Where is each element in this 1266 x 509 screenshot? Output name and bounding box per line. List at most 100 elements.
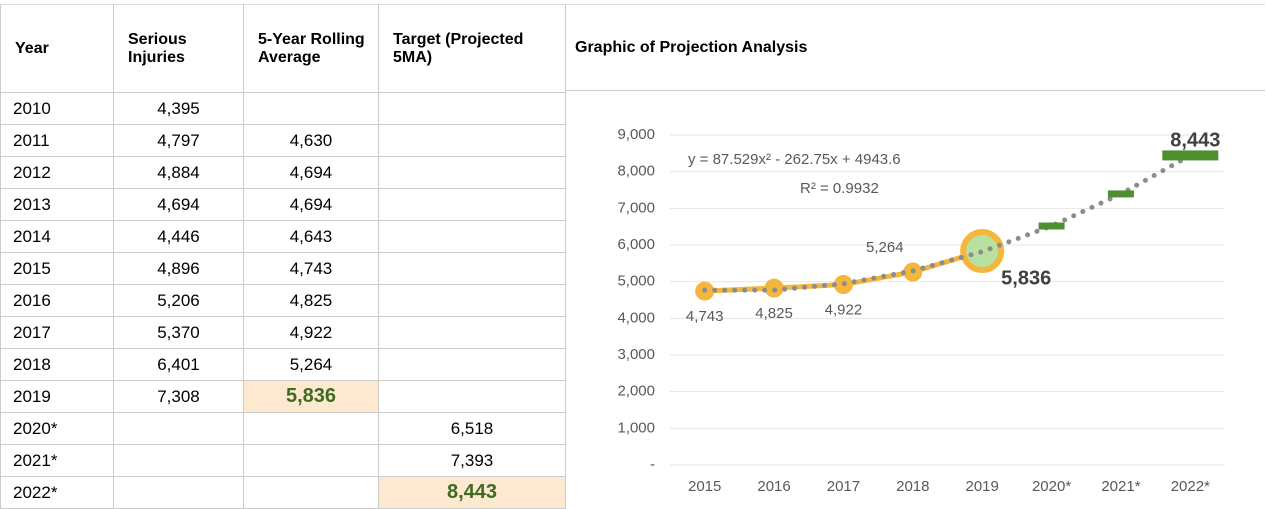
table-row: 2014 4,446 4,643	[0, 220, 566, 253]
y-tick-label: 2,000	[617, 383, 655, 400]
x-tick-label: 2018	[896, 478, 929, 495]
data-label: 5,836	[1001, 267, 1051, 289]
table-cell: 2016	[0, 284, 114, 317]
table-cell: 2012	[0, 156, 114, 189]
table-cell: 4,896	[113, 252, 244, 285]
data-label: 4,743	[686, 308, 724, 325]
table-cell	[113, 444, 244, 477]
y-tick-label: 3,000	[617, 346, 655, 363]
table-row: 2022* 8,443	[0, 476, 566, 509]
chart: - 1,000 2,000 3,000 4,000 5,000 6,000 7,000 8,00…	[617, 126, 1225, 495]
column-header: Year	[0, 4, 114, 93]
table-row: 2013 4,694 4,694	[0, 188, 566, 221]
table-cell	[243, 476, 379, 509]
target-marker	[1107, 190, 1134, 198]
table-cell	[378, 348, 566, 381]
table-cell: 2020*	[0, 412, 114, 445]
x-tick-label: 2020*	[1032, 478, 1071, 495]
table-cell: 4,694	[243, 188, 379, 221]
target-marker	[1162, 150, 1219, 161]
column-header: Serious Injuries	[113, 4, 244, 93]
y-tick-label: 5,000	[617, 273, 655, 290]
table-cell: 5,264	[243, 348, 379, 381]
table-cell: 6,401	[113, 348, 244, 381]
data-label: 8,443	[1170, 130, 1220, 152]
x-tick-label: 2015	[688, 478, 721, 495]
table-row: 2020* 6,518	[0, 412, 566, 445]
table-cell: 5,836	[243, 380, 379, 413]
equation: y = 87.529x² - 262.75x + 4943.6	[688, 151, 901, 168]
table-cell	[378, 316, 566, 349]
x-tick-label: 2016	[757, 478, 790, 495]
x-tick-label: 2019	[966, 478, 999, 495]
data-label: 4,825	[755, 305, 793, 322]
table-cell: 5,370	[113, 316, 244, 349]
table-row: 2021* 7,393	[0, 444, 566, 477]
y-tick-label: 1,000	[617, 419, 655, 436]
data-table: Year Serious Injuries 5-Year Rolling Avera…	[0, 4, 566, 509]
table-cell: 4,395	[113, 92, 244, 125]
table-cell	[243, 444, 379, 477]
table-cell: 2019	[0, 380, 114, 413]
y-tick-label: 7,000	[617, 199, 655, 216]
table-cell	[243, 412, 379, 445]
x-tick-label: 2022*	[1171, 478, 1210, 495]
table-cell: 7,393	[378, 444, 566, 477]
table-cell: 8,443	[378, 476, 566, 509]
y-tick-label: 9,000	[617, 126, 655, 143]
table-body: 2010 4,395 2011 4,797 4,630 2012 4,884 4,694 201…	[0, 92, 566, 509]
table-cell	[378, 124, 566, 157]
table-cell: 7,308	[113, 380, 244, 413]
table-cell	[378, 188, 566, 221]
table-cell: 4,694	[243, 156, 379, 189]
table-cell: 4,884	[113, 156, 244, 189]
table-cell: 6,518	[378, 412, 566, 445]
table-cell: 4,797	[113, 124, 244, 157]
table-cell: 4,825	[243, 284, 379, 317]
table-row: 2016 5,206 4,825	[0, 284, 566, 317]
table-row: 2012 4,884 4,694	[0, 156, 566, 189]
table-cell: 2013	[0, 188, 114, 221]
y-tick-label: 4,000	[617, 309, 655, 326]
y-tick-label: 6,000	[617, 236, 655, 253]
table-cell	[378, 284, 566, 317]
table-cell: 4,694	[113, 188, 244, 221]
target-marker	[1038, 222, 1065, 230]
table-cell	[113, 476, 244, 509]
table-cell	[113, 412, 244, 445]
table-cell: 4,922	[243, 316, 379, 349]
table-row: 2010 4,395	[0, 92, 566, 125]
column-header: Target (Projected 5MA)	[378, 4, 566, 93]
table-row: 2019 7,308 5,836	[0, 380, 566, 413]
y-tick-label: -	[650, 456, 655, 473]
table-cell: 2017	[0, 316, 114, 349]
table-cell: 4,630	[243, 124, 379, 157]
y-tick-label: 8,000	[617, 163, 655, 180]
chart-title: Graphic of Projection Analysis	[565, 4, 1265, 91]
table-cell: 2022*	[0, 476, 114, 509]
table-cell: 2011	[0, 124, 114, 157]
table-row: 2018 6,401 5,264	[0, 348, 566, 381]
table-cell: 2015	[0, 252, 114, 285]
table-row: 2011 4,797 4,630	[0, 124, 566, 157]
column-header: 5-Year Rolling Average	[243, 4, 379, 93]
table-cell	[378, 156, 566, 189]
table-cell: 4,743	[243, 252, 379, 285]
x-tick-label: 2017	[827, 478, 860, 495]
table-cell: 4,643	[243, 220, 379, 253]
table-cell	[243, 92, 379, 125]
data-label: 4,922	[825, 301, 863, 318]
r-squared: R² = 0.9932	[800, 180, 879, 197]
table-cell	[378, 220, 566, 253]
table-cell	[378, 252, 566, 285]
table-row: 2017 5,370 4,922	[0, 316, 566, 349]
table-row: 2015 4,896 4,743	[0, 252, 566, 285]
table-cell: 2021*	[0, 444, 114, 477]
table-cell	[378, 380, 566, 413]
table-cell: 2014	[0, 220, 114, 253]
table-cell: 5,206	[113, 284, 244, 317]
table-cell: 2010	[0, 92, 114, 125]
header-row: Year Serious Injuries 5-Year Rolling Avera…	[0, 4, 566, 93]
table-cell	[378, 92, 566, 125]
